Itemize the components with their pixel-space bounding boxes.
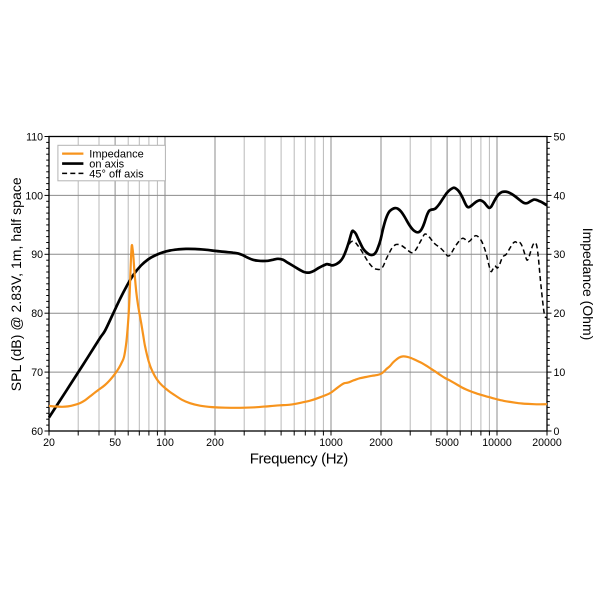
svg-text:10000: 10000 [482, 437, 512, 449]
svg-text:60: 60 [31, 426, 43, 438]
svg-text:50: 50 [554, 131, 566, 143]
svg-text:80: 80 [31, 308, 43, 320]
svg-text:SPL (dB) @ 2.83V, 1m, half spa: SPL (dB) @ 2.83V, 1m, half space [8, 177, 24, 391]
svg-text:20: 20 [554, 308, 566, 320]
svg-text:100: 100 [156, 437, 174, 449]
svg-text:0: 0 [554, 426, 560, 438]
svg-text:45° off axis: 45° off axis [89, 168, 144, 180]
svg-text:5000: 5000 [435, 437, 459, 449]
svg-text:20000: 20000 [532, 437, 562, 449]
svg-text:20: 20 [43, 437, 55, 449]
svg-text:40: 40 [554, 190, 566, 202]
svg-text:30: 30 [554, 249, 566, 261]
svg-text:Impedance: Impedance [89, 148, 143, 160]
svg-text:90: 90 [31, 249, 43, 261]
svg-text:50: 50 [109, 437, 121, 449]
svg-text:70: 70 [31, 367, 43, 379]
svg-text:Frequency (Hz): Frequency (Hz) [250, 451, 349, 468]
svg-text:1000: 1000 [319, 437, 343, 449]
svg-text:200: 200 [206, 437, 224, 449]
svg-text:Impedance (Ohm): Impedance (Ohm) [580, 228, 596, 341]
svg-text:2000: 2000 [369, 437, 393, 449]
svg-text:100: 100 [25, 190, 43, 202]
svg-text:on axis: on axis [89, 158, 124, 170]
svg-text:10: 10 [554, 367, 566, 379]
svg-text:110: 110 [26, 131, 43, 143]
